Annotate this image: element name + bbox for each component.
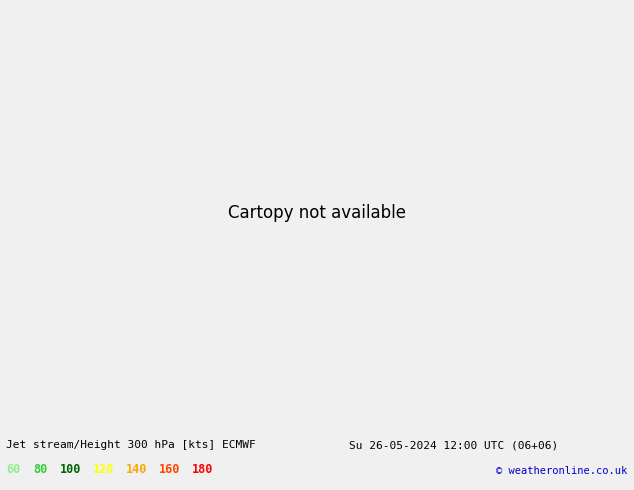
- Text: Su 26-05-2024 12:00 UTC (06+06): Su 26-05-2024 12:00 UTC (06+06): [349, 441, 558, 450]
- Text: 120: 120: [93, 463, 114, 476]
- Text: 160: 160: [158, 463, 180, 476]
- Text: 180: 180: [191, 463, 213, 476]
- Text: 80: 80: [33, 463, 47, 476]
- Text: Cartopy not available: Cartopy not available: [228, 204, 406, 222]
- Text: 100: 100: [60, 463, 81, 476]
- Text: © weatheronline.co.uk: © weatheronline.co.uk: [496, 466, 628, 476]
- Text: Jet stream/Height 300 hPa [kts] ECMWF: Jet stream/Height 300 hPa [kts] ECMWF: [6, 441, 256, 450]
- Text: 60: 60: [6, 463, 20, 476]
- Text: 140: 140: [126, 463, 147, 476]
